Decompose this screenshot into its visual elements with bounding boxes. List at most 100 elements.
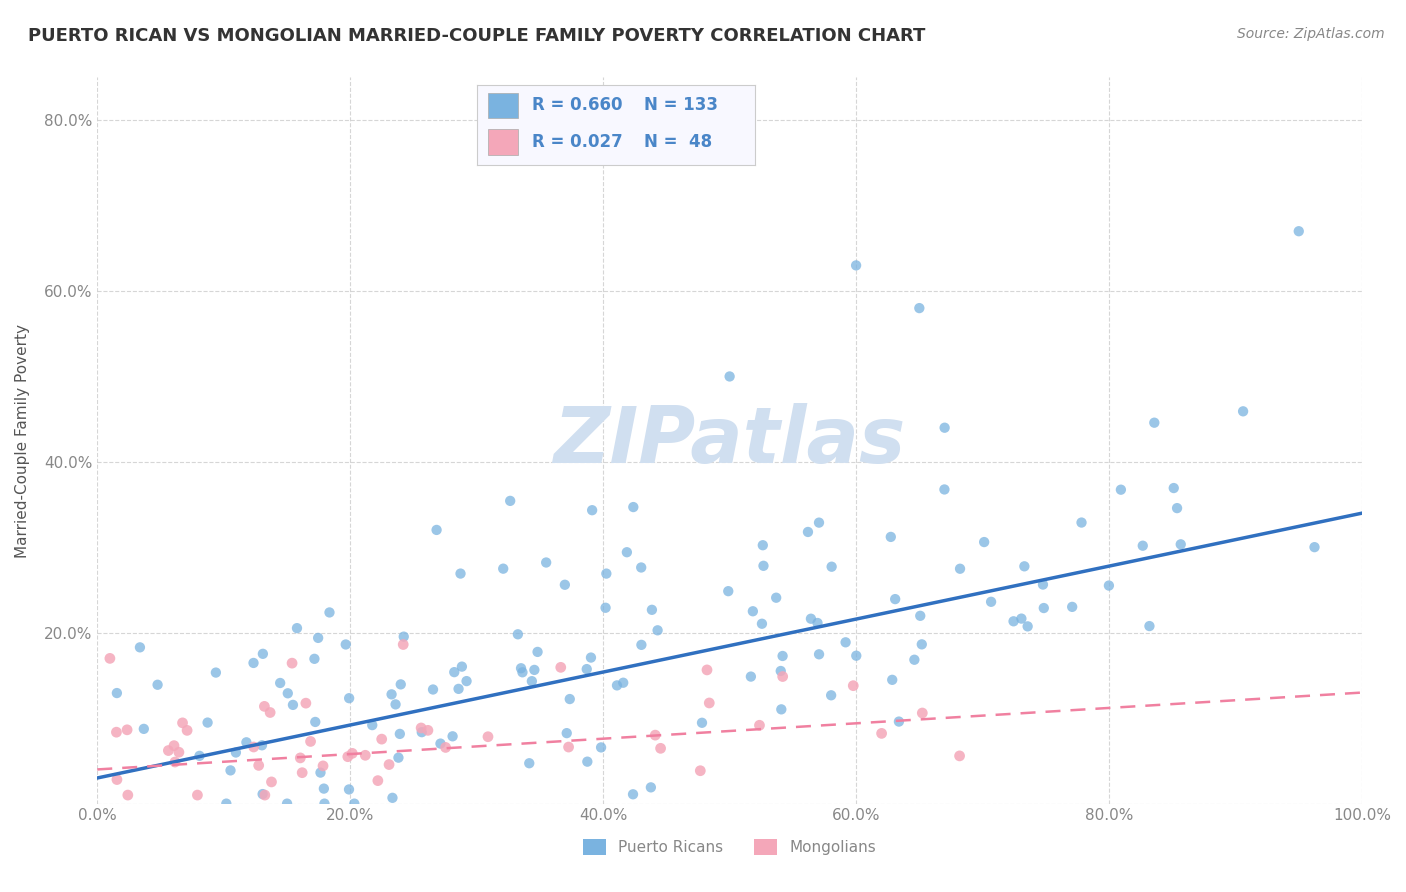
Point	[281, 656, 304, 670]
Point	[770, 702, 793, 716]
Point	[640, 780, 662, 795]
Point	[105, 725, 128, 739]
Point	[910, 608, 932, 623]
Text: ZIPatlas: ZIPatlas	[554, 402, 905, 478]
Text: R = 0.660: R = 0.660	[533, 96, 623, 114]
Point	[1163, 481, 1185, 495]
Point	[520, 674, 543, 689]
Point	[416, 723, 439, 738]
Point	[188, 748, 211, 763]
Point	[354, 748, 377, 763]
Point	[510, 661, 533, 675]
Text: PUERTO RICAN VS MONGOLIAN MARRIED-COUPLE FAMILY POVERTY CORRELATION CHART: PUERTO RICAN VS MONGOLIAN MARRIED-COUPLE…	[28, 27, 925, 45]
Point	[499, 494, 522, 508]
Point	[335, 638, 357, 652]
Point	[312, 781, 335, 796]
Point	[973, 535, 995, 549]
Point	[434, 740, 457, 755]
Point	[595, 600, 617, 615]
Point	[949, 562, 972, 576]
Point	[235, 735, 257, 749]
Point	[880, 530, 903, 544]
Point	[259, 706, 281, 720]
Point	[717, 584, 740, 599]
Point	[718, 369, 741, 384]
Point	[242, 656, 264, 670]
Point	[534, 556, 557, 570]
Point	[342, 747, 364, 761]
Y-axis label: Married-Couple Family Poverty: Married-Couple Family Poverty	[15, 324, 30, 558]
Point	[304, 652, 326, 666]
Point	[450, 566, 472, 581]
Point	[595, 566, 617, 581]
Point	[381, 687, 404, 701]
Point	[1232, 404, 1254, 418]
Point	[105, 772, 128, 787]
Point	[591, 740, 613, 755]
Point	[689, 764, 711, 778]
Point	[606, 678, 628, 692]
Point	[281, 698, 304, 712]
Point	[429, 737, 451, 751]
Point	[215, 797, 238, 811]
Point	[908, 301, 931, 315]
Point	[378, 757, 401, 772]
Point	[506, 627, 529, 641]
Point	[277, 686, 299, 700]
Point	[387, 750, 409, 764]
Legend: Puerto Ricans, Mongolians: Puerto Ricans, Mongolians	[576, 833, 882, 862]
Point	[252, 787, 274, 801]
Point	[948, 748, 970, 763]
Point	[381, 790, 404, 805]
FancyBboxPatch shape	[488, 129, 519, 155]
Point	[157, 743, 180, 757]
FancyBboxPatch shape	[488, 93, 519, 119]
Text: R = 0.027: R = 0.027	[533, 133, 623, 152]
Point	[797, 524, 820, 539]
Point	[697, 696, 720, 710]
Point	[1303, 540, 1326, 554]
Point	[336, 749, 359, 764]
Point	[641, 603, 664, 617]
Point	[172, 715, 194, 730]
Point	[343, 797, 366, 811]
Point	[299, 734, 322, 748]
Point	[769, 664, 792, 678]
Point	[882, 673, 904, 687]
Point	[146, 678, 169, 692]
Point	[291, 765, 314, 780]
Point	[752, 538, 775, 552]
Point	[748, 718, 770, 732]
Point	[456, 674, 478, 689]
Point	[186, 788, 208, 802]
Point	[630, 638, 652, 652]
Point	[492, 562, 515, 576]
Point	[526, 645, 548, 659]
Point	[247, 758, 270, 772]
Point	[523, 663, 546, 677]
Point	[411, 721, 433, 735]
Point	[422, 682, 444, 697]
Point	[307, 631, 329, 645]
Point	[558, 692, 581, 706]
Point	[304, 714, 326, 729]
Point	[845, 648, 868, 663]
Point	[555, 726, 578, 740]
Point	[1109, 483, 1132, 497]
Point	[517, 756, 540, 771]
Point	[477, 730, 499, 744]
Point	[312, 759, 335, 773]
Point	[696, 663, 718, 677]
Point	[252, 647, 274, 661]
Point	[129, 640, 152, 655]
Point	[911, 706, 934, 720]
Point	[1032, 577, 1054, 591]
Point	[741, 604, 763, 618]
Point	[225, 746, 247, 760]
Point	[451, 659, 474, 673]
Point	[772, 648, 794, 663]
Point	[384, 698, 406, 712]
Point	[1062, 599, 1084, 614]
Point	[554, 578, 576, 592]
Point	[980, 595, 1002, 609]
